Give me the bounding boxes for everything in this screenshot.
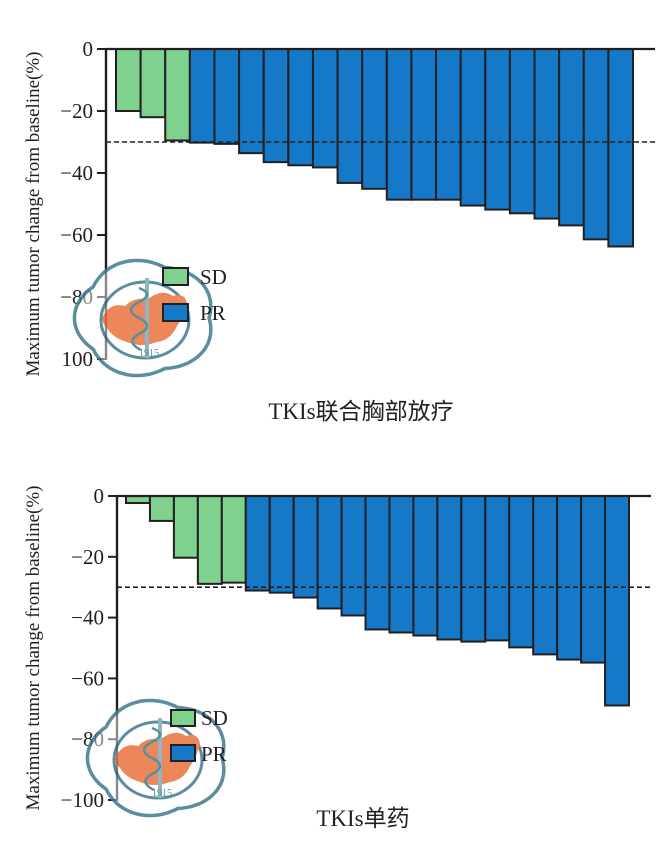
bar-pr bbox=[388, 495, 415, 634]
y-tick-label: −60 bbox=[60, 223, 93, 247]
y-tick-label: −20 bbox=[60, 99, 93, 123]
y-ticks: 0−20−40−60−80−100 bbox=[61, 484, 117, 812]
bar-pr bbox=[268, 495, 295, 594]
bar-pr bbox=[213, 48, 241, 145]
y-tick-label: 0 bbox=[83, 37, 94, 61]
svg-text:1915: 1915 bbox=[152, 788, 172, 799]
bar-pr bbox=[558, 48, 585, 227]
bar-pr bbox=[287, 48, 314, 167]
bar-pr bbox=[311, 48, 339, 169]
bar-pr bbox=[364, 495, 391, 631]
y-axis-label: Maximum tumor change from baseline(%) bbox=[23, 51, 44, 376]
svg-text:1915: 1915 bbox=[139, 348, 159, 359]
bar-pr bbox=[436, 495, 463, 641]
legend-swatch-pr bbox=[162, 303, 189, 322]
bar-pr bbox=[340, 495, 367, 617]
bar-pr bbox=[532, 495, 559, 656]
bar-pr bbox=[244, 495, 271, 592]
legend-label-sd: SD bbox=[200, 265, 227, 289]
y-tick-label: −20 bbox=[71, 545, 104, 569]
bar-sd bbox=[164, 48, 191, 142]
bar-pr bbox=[459, 48, 487, 207]
legend-label-sd: SD bbox=[201, 706, 228, 730]
chart-title: TKIs联合胸部放疗 bbox=[268, 399, 453, 424]
axes bbox=[104, 47, 655, 360]
bar-pr bbox=[412, 495, 439, 637]
chart-title: TKIs单药 bbox=[316, 806, 409, 831]
bar-pr bbox=[262, 48, 290, 164]
bar-pr bbox=[604, 495, 630, 707]
bar-pr bbox=[385, 48, 413, 201]
legend-label-pr: PR bbox=[200, 301, 226, 325]
bar-pr bbox=[580, 495, 607, 664]
legend: SD PR bbox=[162, 265, 227, 325]
bar-pr bbox=[336, 48, 364, 184]
legend-label-pr: PR bbox=[201, 742, 227, 766]
bar-pr bbox=[508, 48, 536, 215]
bar-pr bbox=[533, 48, 561, 220]
y-axis-label: Maximum tumor change from baseline(%) bbox=[23, 485, 44, 810]
bar-pr bbox=[556, 495, 583, 661]
bar-sd bbox=[196, 495, 223, 585]
y-tick-label: −40 bbox=[60, 161, 93, 185]
bar-pr bbox=[582, 48, 610, 241]
bar-pr bbox=[607, 48, 635, 248]
chinese-medical-association-logo: 1915 bbox=[85, 698, 226, 818]
bar-pr bbox=[484, 495, 511, 642]
bar-pr bbox=[316, 495, 343, 610]
bar-pr bbox=[435, 48, 462, 201]
legend-swatch-sd bbox=[170, 709, 196, 727]
watermark-logo: 1915 bbox=[85, 698, 226, 818]
y-tick-label: 100 bbox=[62, 347, 94, 371]
bar-pr bbox=[484, 48, 511, 211]
legend: SD PR bbox=[170, 706, 228, 766]
chinese-medical-association-logo: 1915 bbox=[72, 258, 213, 378]
y-tick-label: −40 bbox=[71, 606, 104, 630]
bar-pr bbox=[410, 48, 438, 201]
chart-tkis-monotherapy: Maximum tumor change from baseline(%) 0 −… bbox=[23, 484, 651, 831]
bars bbox=[115, 48, 635, 248]
bars bbox=[125, 495, 630, 707]
y-tick-label: −60 bbox=[71, 666, 104, 690]
watermark-logo: 1915 bbox=[72, 258, 213, 378]
bar-pr bbox=[238, 48, 265, 155]
bar-pr bbox=[508, 495, 535, 649]
bar-pr bbox=[188, 48, 216, 144]
bar-sd bbox=[220, 495, 247, 584]
bar-pr bbox=[361, 48, 388, 190]
y-tick-label: −100 bbox=[61, 788, 104, 812]
chart-tkis-thoracic-radiotherapy: Maximum tumor change from baseline(%) 0 −… bbox=[23, 37, 655, 424]
legend-swatch-pr bbox=[170, 744, 196, 762]
bar-pr bbox=[292, 495, 319, 599]
bar-pr bbox=[460, 495, 487, 643]
y-tick-label: 0 bbox=[94, 484, 105, 508]
bar-sd bbox=[148, 495, 175, 522]
legend-swatch-sd bbox=[162, 267, 189, 286]
bar-sd bbox=[115, 48, 142, 112]
bar-sd bbox=[172, 495, 199, 559]
bar-sd bbox=[139, 48, 167, 119]
